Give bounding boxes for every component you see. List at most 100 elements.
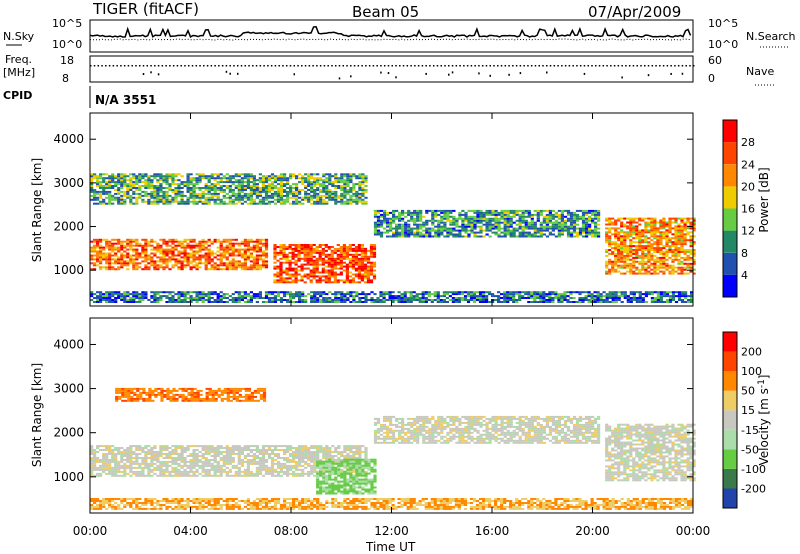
range-gate-cell xyxy=(243,293,247,296)
range-gate-cell xyxy=(288,244,292,246)
range-gate-cell xyxy=(533,231,537,234)
range-gate-cell xyxy=(494,231,498,234)
range-gate-cell xyxy=(285,281,289,284)
range-gate-cell xyxy=(608,237,612,240)
range-gate-cell xyxy=(351,249,355,252)
range-gate-cell xyxy=(204,293,208,296)
range-gate-cell xyxy=(668,237,672,240)
range-gate-cell xyxy=(578,227,583,230)
range-gate-cell xyxy=(300,279,304,282)
range-gate-cell xyxy=(527,235,531,238)
range-gate-cell xyxy=(557,223,561,226)
date-label: 07/Apr/2009 xyxy=(588,3,681,21)
range-gate-cell xyxy=(123,297,127,299)
freq-point xyxy=(553,65,556,67)
range-gate-cell xyxy=(306,249,310,252)
range-gate-cell xyxy=(237,264,241,267)
range-gate-cell xyxy=(204,266,208,269)
range-gate-cell xyxy=(506,211,510,214)
range-gate-cell xyxy=(479,235,483,238)
range-gate-cell xyxy=(445,301,449,303)
range-gate-cell xyxy=(252,258,256,261)
range-gate-cell xyxy=(331,299,335,301)
range-gate-cell xyxy=(400,297,404,299)
range-gate-cell xyxy=(674,229,678,232)
range-gate-cell xyxy=(162,291,166,294)
range-gate-cell xyxy=(372,277,377,280)
range-gate-cell xyxy=(108,246,112,249)
range-gate-cell xyxy=(614,268,618,271)
range-gate-cell xyxy=(617,252,621,255)
range-gate-cell xyxy=(425,219,429,222)
range-gate-cell xyxy=(222,181,226,184)
range-gate-cell xyxy=(165,252,169,255)
range-gate-cell xyxy=(322,299,326,301)
range-gate-cell xyxy=(231,244,235,247)
range-gate-cell xyxy=(354,261,358,264)
range-gate-cell xyxy=(117,248,121,251)
range-gate-cell xyxy=(180,187,184,189)
range-gate-cell xyxy=(608,221,612,224)
range-gate-cell xyxy=(234,260,238,263)
range-gate-cell xyxy=(249,173,253,176)
range-gate-cell xyxy=(334,299,338,301)
range-gate-cell xyxy=(240,196,244,199)
range-gate-cell xyxy=(554,219,558,222)
range-gate-cell xyxy=(141,250,145,253)
range-gate-cell xyxy=(279,273,283,276)
range-gate-cell xyxy=(379,213,384,216)
range-gate-cell xyxy=(527,231,531,234)
range-gate-cell xyxy=(312,259,316,262)
range-gate-cell xyxy=(527,223,531,226)
range-gate-cell xyxy=(204,299,208,301)
range-gate-cell xyxy=(605,239,609,242)
range-gate-cell xyxy=(313,177,317,180)
range-gate-cell xyxy=(123,470,127,473)
range-gate-cell xyxy=(90,268,94,271)
range-gate-cell xyxy=(671,217,675,220)
range-gate-cell xyxy=(339,263,343,266)
range-gate-cell xyxy=(261,262,266,265)
range-gate-cell xyxy=(383,227,387,230)
range-gate-cell xyxy=(264,297,269,299)
range-gate-cell xyxy=(560,213,564,216)
range-gate-cell xyxy=(286,291,290,294)
range-gate-cell xyxy=(276,189,281,191)
range-gate-cell xyxy=(237,266,241,269)
range-gate-cell xyxy=(363,255,368,258)
range-gate-cell xyxy=(288,273,292,276)
range-gate-cell xyxy=(662,252,666,255)
range-gate-cell xyxy=(289,173,293,176)
range-gate-cell xyxy=(90,250,94,253)
range-gate-cell xyxy=(394,295,398,298)
range-gate-cell xyxy=(440,221,444,224)
range-gate-cell xyxy=(318,255,322,258)
range-gate-cell xyxy=(90,474,94,477)
range-gate-cell xyxy=(195,258,199,261)
range-gate-cell xyxy=(659,223,663,226)
range-gate-cell xyxy=(473,225,477,228)
range-gate-cell xyxy=(192,240,196,243)
range-gate-cell xyxy=(334,190,338,193)
range-gate-cell xyxy=(111,173,115,176)
range-gate-cell xyxy=(105,447,109,449)
range-gate-cell xyxy=(276,253,280,256)
range-gate-cell xyxy=(334,194,338,197)
range-gate-cell xyxy=(234,181,238,184)
range-gate-cell xyxy=(189,200,193,203)
range-gate-cell xyxy=(671,221,675,224)
range-gate-cell xyxy=(222,177,226,180)
range-gate-cell xyxy=(135,266,139,269)
range-gate-cell xyxy=(680,237,684,240)
range-gate-cell xyxy=(684,295,688,298)
range-gate-cell xyxy=(340,291,344,294)
range-gate-cell xyxy=(301,179,305,182)
range-gate-cell xyxy=(503,233,507,236)
range-gate-cell xyxy=(210,293,214,296)
range-gate-cell xyxy=(369,251,374,254)
range-gate-cell xyxy=(315,249,319,252)
range-gate-cell xyxy=(153,252,157,255)
range-gate-cell xyxy=(210,258,214,261)
range-gate-cell xyxy=(255,254,259,257)
range-gate-cell xyxy=(321,275,325,278)
